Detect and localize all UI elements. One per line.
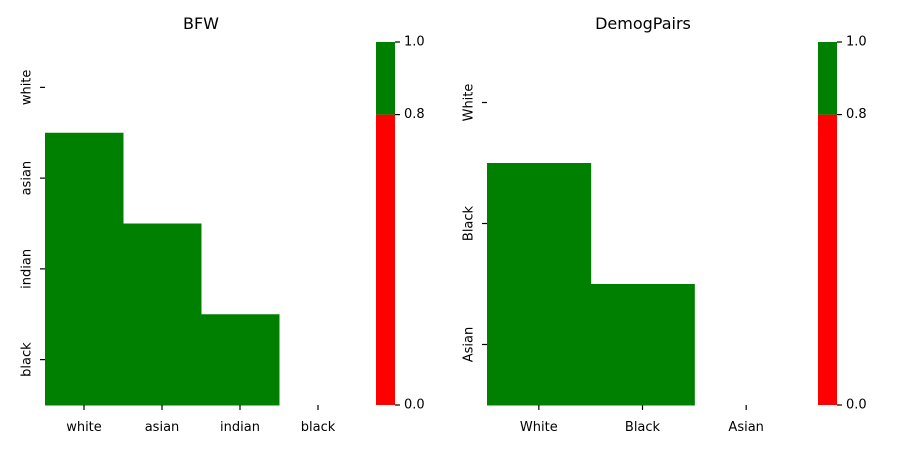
demogpairs-cell-asian-white <box>487 284 592 406</box>
demogpairs-cells <box>487 163 695 406</box>
demogpairs-x-ticks: White Black Asian <box>520 405 764 435</box>
demogpairs-panel: DemogPairs White Black Asian White Black Asi… <box>462 14 867 435</box>
bfw-x-tick-label-indian: indian <box>220 420 260 435</box>
demogpairs-colorbar-tick-label: 1.0 <box>846 35 867 50</box>
bfw-cell-black-asian <box>123 314 202 406</box>
demogpairs-y-tick-label-white: White <box>462 84 477 122</box>
demogpairs-colorbar-tick-label: 0.8 <box>846 107 867 122</box>
bfw-cell-asian-white <box>45 132 124 224</box>
bfw-cell-indian-asian <box>123 223 202 315</box>
bfw-y-tick-label-black: black <box>20 342 35 377</box>
demogpairs-colorbar-band-1 <box>818 42 837 115</box>
bfw-x-ticks: white asian indian black <box>66 405 336 435</box>
demogpairs-colorbar-band-0 <box>818 114 837 405</box>
bfw-colorbar-band-1 <box>376 42 395 115</box>
bfw-panel: BFW white asian indian black white asian indi… <box>20 14 425 435</box>
demogpairs-x-tick-label-black: Black <box>625 420 661 435</box>
bfw-x-tick-label-asian: asian <box>145 420 180 435</box>
demogpairs-colorbar: 0.0 0.8 1.0 <box>818 35 867 413</box>
bfw-colorbar-tick-label: 1.0 <box>404 35 425 50</box>
bfw-cells <box>45 132 280 406</box>
demogpairs-colorbar-tick-label: 0.0 <box>846 398 867 413</box>
bfw-y-tick-label-white: white <box>20 70 35 106</box>
bfw-title: BFW <box>183 14 219 33</box>
demogpairs-y-ticks: White Black Asian <box>462 84 487 362</box>
bfw-cell-indian-white <box>45 223 124 315</box>
demogpairs-y-tick-label-black: Black <box>462 205 477 241</box>
demogpairs-cell-black-white <box>487 163 592 285</box>
bfw-x-tick-label-black: black <box>301 420 336 435</box>
demogpairs-y-tick-label-asian: Asian <box>462 327 477 362</box>
bfw-y-ticks: white asian indian black <box>20 70 45 377</box>
bfw-cell-black-white <box>45 314 124 406</box>
bfw-colorbar: 0.0 0.8 1.0 <box>376 35 425 413</box>
demogpairs-x-tick-label-white: White <box>520 420 558 435</box>
demogpairs-x-tick-label-asian: Asian <box>728 420 763 435</box>
bfw-x-tick-label-white: white <box>66 420 102 435</box>
bfw-colorbar-tick-label: 0.0 <box>404 398 425 413</box>
demogpairs-title: DemogPairs <box>595 14 691 33</box>
bfw-cell-black-indian <box>201 314 280 406</box>
demogpairs-cell-asian-black <box>590 284 695 406</box>
bfw-y-tick-label-indian: indian <box>20 249 35 289</box>
bfw-y-tick-label-asian: asian <box>20 161 35 196</box>
bfw-colorbar-tick-label: 0.8 <box>404 107 425 122</box>
bfw-colorbar-band-0 <box>376 114 395 405</box>
